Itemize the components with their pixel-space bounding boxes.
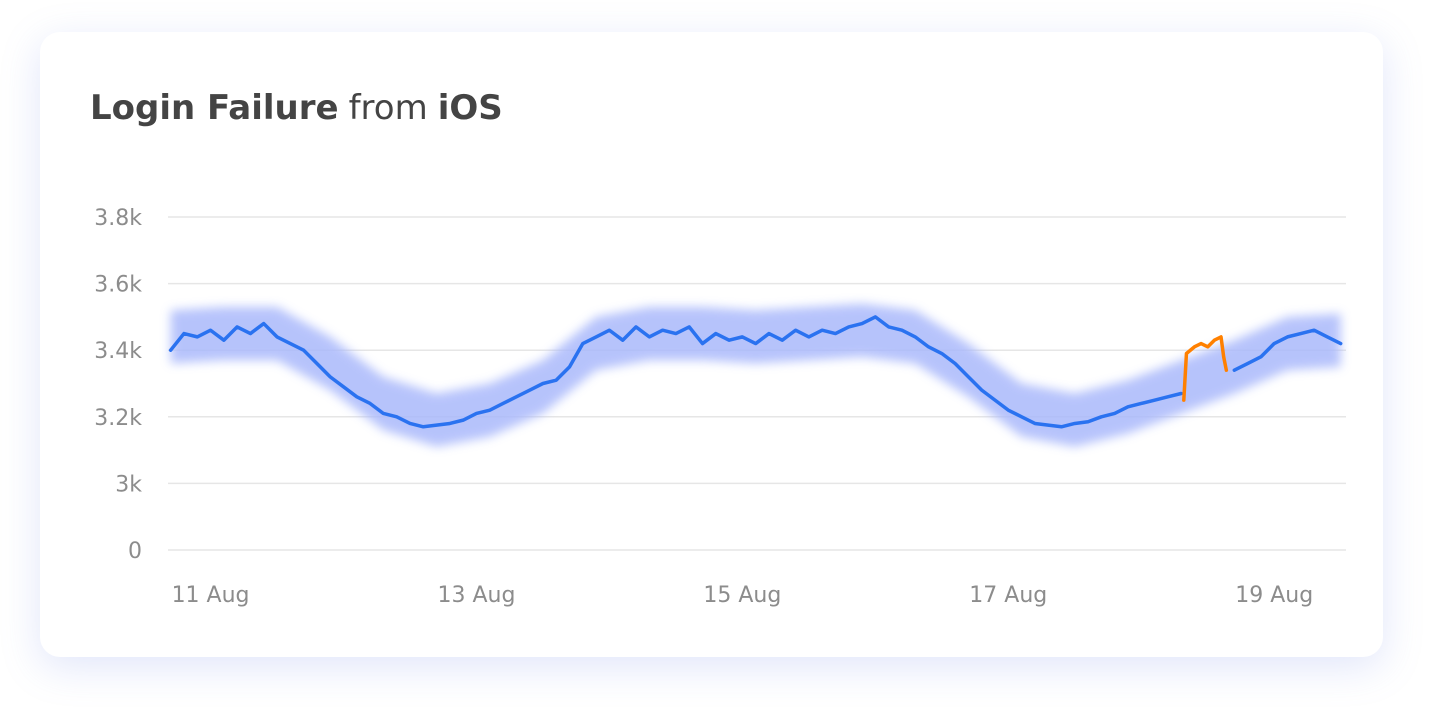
y-tick-label: 0 — [128, 539, 142, 564]
y-tick-label: 3.2k — [94, 406, 142, 431]
x-tick-label: 15 Aug — [703, 583, 781, 608]
title-word: from — [348, 88, 428, 128]
x-tick-label: 17 Aug — [969, 583, 1047, 608]
chart-title: Login Failure from iOS — [90, 88, 503, 128]
title-metric: Login Failure — [90, 88, 339, 128]
y-tick-label: 3k — [115, 472, 142, 497]
confidence-band — [170, 303, 1341, 447]
x-tick-label: 13 Aug — [437, 583, 515, 608]
x-tick-label: 11 Aug — [172, 583, 250, 608]
y-tick-label: 3.6k — [94, 273, 142, 298]
y-tick-label: 3.4k — [94, 339, 142, 364]
series-line — [1182, 335, 1229, 402]
series-line — [168, 315, 1343, 429]
title-platform: iOS — [437, 88, 503, 128]
x-tick-label: 19 Aug — [1235, 583, 1313, 608]
y-tick-label: 3.8k — [94, 206, 142, 231]
